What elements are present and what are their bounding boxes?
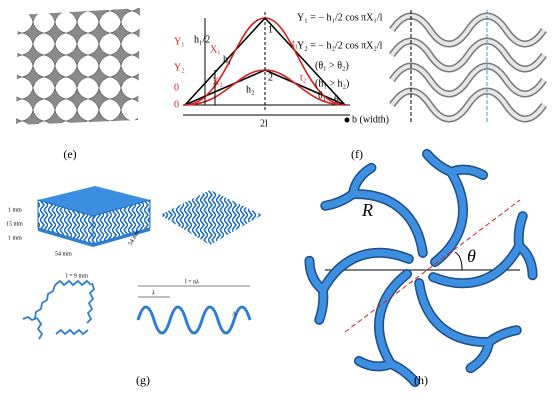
equation: Y₁ = − h₁/2 cos πX₁/l [297, 12, 383, 23]
label: θ₂ [334, 94, 342, 105]
dimension: A [232, 311, 237, 317]
panel-g: 1 mm 15 mm 1 mm 54 mm 54 mm l = 9 mm λ l… [6, 186, 262, 387]
angle-arc [454, 251, 463, 271]
label: Y₂ [174, 62, 185, 73]
core-lattice [160, 190, 262, 245]
panel-label: (e) [63, 147, 76, 161]
dimension: 15 mm [6, 221, 23, 227]
label: X₁ [210, 44, 221, 55]
label: t₁ [292, 38, 298, 49]
plate-top [38, 186, 150, 216]
label: h₁/2 [194, 34, 210, 45]
label: 1 [268, 24, 273, 35]
label: b (width) [352, 114, 389, 125]
dimension: 1 mm [8, 207, 22, 213]
star-cell [291, 154, 550, 382]
equation: Y₂ = − h₂/2 cos πX₂/l [297, 40, 383, 51]
lattice-image [16, 8, 140, 125]
label: 0 [174, 99, 179, 110]
angle-line [344, 199, 521, 333]
wavy-panel [389, 10, 547, 123]
bullet [344, 117, 350, 123]
panel-label: (f) [351, 147, 363, 161]
label: X₂ [212, 76, 223, 87]
label: θ [467, 246, 476, 266]
panel-f: Y₁ Y₂ h₁/2 h₁ h₂ X₁ X₂ t₁ t₂ θ₁ θ₂ 1 2 0… [174, 12, 389, 161]
label: t₂ [300, 72, 306, 83]
panel-label: (g) [136, 373, 150, 387]
dimension: l = 9 mm [66, 273, 88, 279]
label: 0 [174, 82, 179, 93]
dimension: λ [152, 290, 155, 296]
label: 2l [260, 118, 268, 129]
label: θ₁ [318, 90, 326, 101]
plate-bottom [38, 228, 150, 247]
dimension: l = nλ [185, 279, 199, 285]
dimension: 1 mm [8, 235, 22, 241]
panel-label: (h) [414, 373, 428, 387]
condition: (θ₁ > θ₂) [315, 60, 349, 71]
label: 2 [268, 72, 273, 83]
panel-h: R θ (h) [291, 154, 550, 387]
dimension: 54 mm [55, 251, 72, 257]
label: h₁ [223, 54, 232, 65]
panel-e: (e) [16, 8, 140, 161]
label: h₂ [246, 84, 255, 95]
label: Y₁ [174, 36, 185, 47]
sine-wave [136, 305, 252, 335]
condition: (h₁ > h₂) [315, 78, 349, 89]
label: R [361, 200, 373, 220]
hexagon-cell [22, 279, 96, 340]
